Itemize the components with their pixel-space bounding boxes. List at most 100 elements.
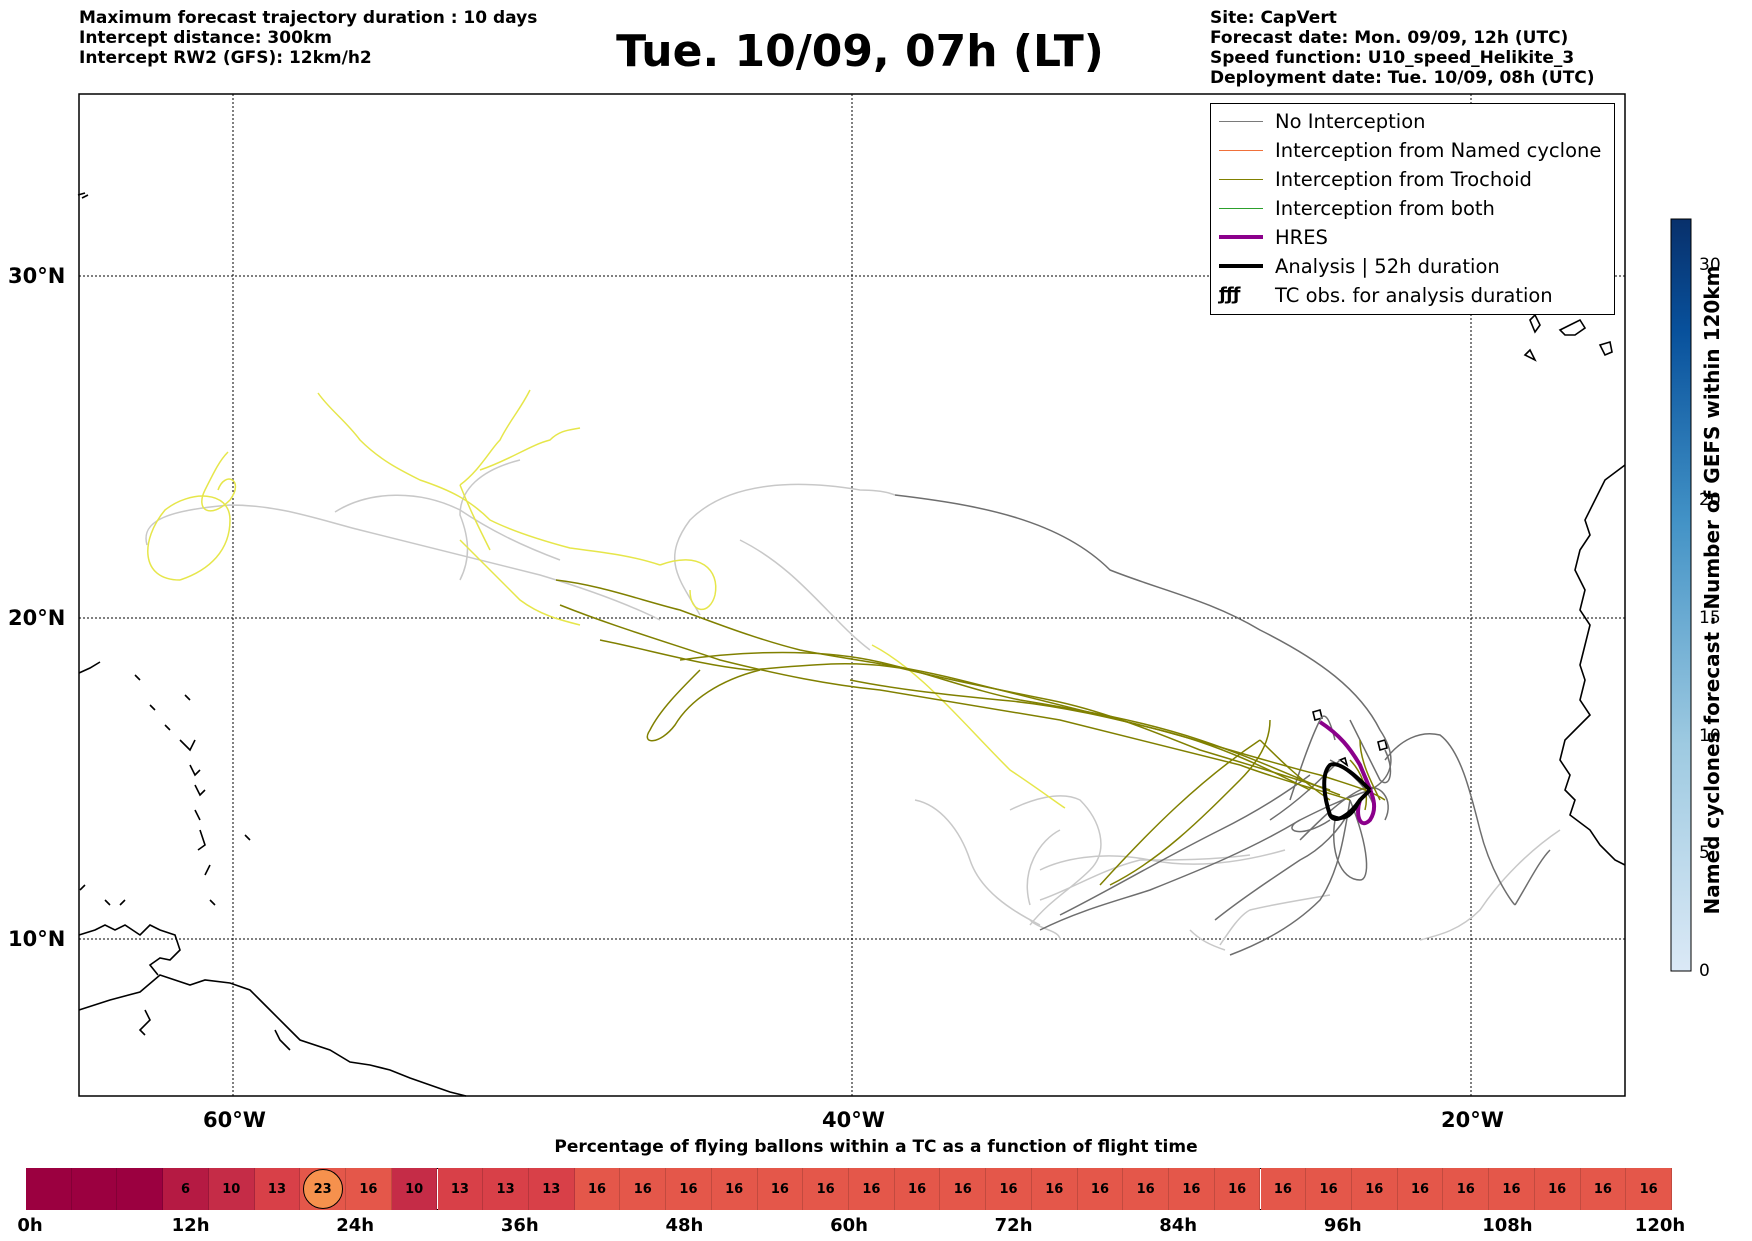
lat-label: 20°N (8, 606, 66, 630)
lat-label: 10°N (8, 927, 66, 951)
colorbar-tick: 10 (1699, 726, 1721, 746)
legend-label: TC obs. for analysis duration (1275, 283, 1553, 307)
lon-label: 40°W (822, 1108, 885, 1132)
timeline-cell: 16 (620, 1168, 667, 1210)
hres-trajectory (1318, 720, 1377, 826)
legend-label: Analysis | 52h duration (1275, 254, 1500, 278)
legend-swatch-no-interception (1219, 120, 1263, 122)
lon-label: 20°W (1441, 1108, 1504, 1132)
legend-item: Interception from Trochoid (1211, 165, 1614, 193)
timeline-tick: 12h (171, 1215, 210, 1236)
timeline-cell: 16 (1443, 1168, 1490, 1210)
timeline-cell: 16 (940, 1168, 987, 1210)
timeline-tick: 84h (1159, 1215, 1198, 1236)
legend-label: HRES (1275, 225, 1328, 249)
lon-label: 60°W (203, 1108, 266, 1132)
header-left: Maximum forecast trajectory duration : 1… (79, 8, 537, 68)
timeline-cell: 6 (163, 1168, 209, 1210)
legend-swatch-trochoid (1219, 178, 1263, 180)
map-grid (79, 94, 1625, 1096)
page-title: Tue. 10/09, 07h (LT) (616, 26, 1104, 77)
legend-label: Interception from Trochoid (1275, 167, 1532, 191)
timeline-tick: 36h (500, 1215, 539, 1236)
timeline-tick: 96h (1323, 1215, 1362, 1236)
timeline-tick: 108h (1482, 1215, 1533, 1236)
timeline-cell: 16 (894, 1168, 941, 1210)
timeline-tick: 0h (17, 1215, 43, 1236)
timeline-tick: 24h (336, 1215, 375, 1236)
lat-label: 30°N (8, 264, 66, 288)
legend-item: Analysis | 52h duration (1211, 252, 1614, 280)
header-left-line: Maximum forecast trajectory duration : 1… (79, 8, 538, 28)
legend-item: Interception from Named cyclone (1211, 136, 1614, 164)
header-right-line: Speed function: U10_speed_Helikite_3 (1210, 48, 1575, 68)
legend-swatch-named-cyclone (1219, 149, 1263, 151)
timeline-cell: 16 (1077, 1168, 1124, 1210)
legend-swatch-analysis (1219, 264, 1263, 268)
timeline-cell: 16 (1123, 1168, 1170, 1210)
timeline-cell: 10 (391, 1168, 438, 1210)
timeline-cell: 16 (1534, 1168, 1581, 1210)
legend-item: HRES (1211, 223, 1614, 251)
legend-item: Interception from both (1211, 194, 1614, 222)
timeline-cell: 16 (1626, 1168, 1672, 1210)
timeline-cell: 16 (1580, 1168, 1627, 1210)
timeline-cell (71, 1168, 118, 1210)
legend-swatch-both (1219, 207, 1263, 209)
timeline-cell: 13 (437, 1168, 484, 1210)
colorbar-tick: 0 (1699, 961, 1710, 981)
timeline-tick: 72h (994, 1215, 1033, 1236)
legend-item: No Interception (1211, 107, 1614, 135)
timeline-highlight: 23 (302, 1169, 343, 1209)
trajectories-light-gray (145, 459, 1561, 951)
timeline-cell: 16 (1489, 1168, 1535, 1210)
timeline-cell: 16 (346, 1168, 392, 1210)
timeline-cell: 23 (300, 1168, 347, 1210)
timeline-cell (117, 1168, 164, 1210)
colorbar (1670, 218, 1692, 972)
cyclone-symbol-icon: ƒƒƒ (1219, 284, 1241, 305)
timeline-cell: 16 (1260, 1168, 1307, 1210)
timeline-cell: 16 (1397, 1168, 1444, 1210)
timeline-cell: 13 (254, 1168, 301, 1210)
timeline-cell: 16 (849, 1168, 895, 1210)
coastlines (77, 192, 1626, 1097)
timeline-cell: 16 (1351, 1168, 1398, 1210)
trajectories-trochoid (555, 579, 1386, 886)
header-right-line: Deployment date: Tue. 10/09, 08h (UTC) (1210, 68, 1595, 88)
timeline-cell: 16 (1169, 1168, 1215, 1210)
legend-label: No Interception (1275, 109, 1426, 133)
legend-label: Interception from both (1275, 196, 1495, 220)
timeline-cell: 16 (574, 1168, 621, 1210)
legend-item: ƒƒƒ TC obs. for analysis duration (1211, 281, 1614, 309)
timeline-cell: 16 (711, 1168, 758, 1210)
colorbar-tick: 20 (1699, 490, 1721, 510)
legend-label: Interception from Named cyclone (1275, 138, 1602, 162)
timeline-cell: 16 (1031, 1168, 1078, 1210)
timeline-cell: 10 (208, 1168, 255, 1210)
timeline-tick: 48h (665, 1215, 704, 1236)
map-legend: No Interception Interception from Named … (1210, 103, 1615, 315)
timeline-cell: 16 (1306, 1168, 1352, 1210)
analysis-trajectory (1329, 799, 1362, 820)
colorbar-title: Named cyclones forecast - Number of GEFS… (1700, 265, 1724, 915)
timeline-cell: 16 (757, 1168, 804, 1210)
header-right: Site: CapVert Forecast date: Mon. 09/09,… (1210, 8, 1595, 88)
legend-swatch-hres (1219, 235, 1263, 239)
header-right-line: Forecast date: Mon. 09/09, 12h (UTC) (1210, 28, 1569, 48)
colorbar-tick: 15 (1699, 608, 1721, 628)
colorbar-tick: 5 (1699, 843, 1710, 863)
header-right-line: Site: CapVert (1210, 8, 1337, 28)
timeline-title: Percentage of flying ballons within a TC… (554, 1137, 1198, 1157)
timeline-cell: 13 (528, 1168, 575, 1210)
header-left-line: Intercept distance: 300km (79, 28, 332, 48)
timeline-cell: 13 (483, 1168, 529, 1210)
timeline-tick: 120h (1634, 1215, 1686, 1236)
timeline-cell: 16 (666, 1168, 712, 1210)
timeline-cell: 16 (986, 1168, 1032, 1210)
header-left-line: Intercept RW2 (GFS): 12km/h2 (79, 48, 372, 68)
colorbar-tick: 30 (1699, 255, 1721, 275)
timeline-cell: 16 (1214, 1168, 1261, 1210)
timeline-tick: 60h (830, 1215, 868, 1236)
timeline-cell (26, 1168, 72, 1210)
